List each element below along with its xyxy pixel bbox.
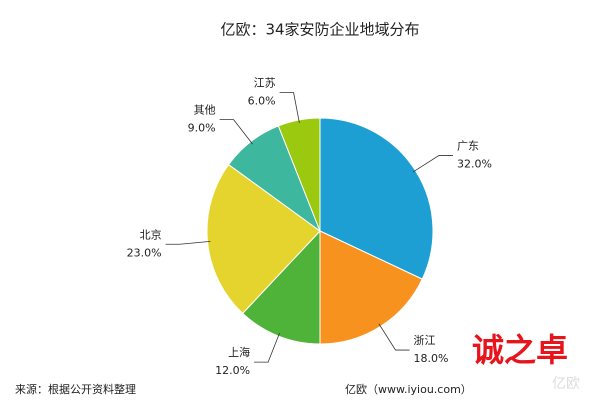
source-note: 来源：根据公开资料整理 [15,382,136,396]
slice-label: 上海 [228,345,250,359]
leader-line [412,155,454,173]
leader-line [279,92,300,124]
value-label: 12.0% [215,364,250,377]
slice-label: 其他 [194,104,216,117]
value-label: 9.0% [188,122,216,135]
value-label: 6.0% [248,94,276,107]
leader-line [254,333,280,363]
slice-label: 浙江 [414,334,436,347]
value-label: 23.0% [127,246,162,259]
site-note: 亿欧（www.iyiou.com） [345,383,472,396]
leader-line [378,323,410,351]
slice-label: 北京 [140,227,162,241]
slice-label: 广东 [457,139,479,152]
watermark-brand: 诚之卓 [472,331,568,369]
value-label: 18.0% [414,352,449,365]
leader-line [219,119,253,145]
value-label: 32.0% [457,157,492,170]
leader-line [165,240,211,245]
chart-title: 亿欧：34家安防企业地域分布 [220,21,419,39]
slice-label: 江苏 [254,76,276,89]
watermark-logo: 亿欧 [552,376,580,392]
